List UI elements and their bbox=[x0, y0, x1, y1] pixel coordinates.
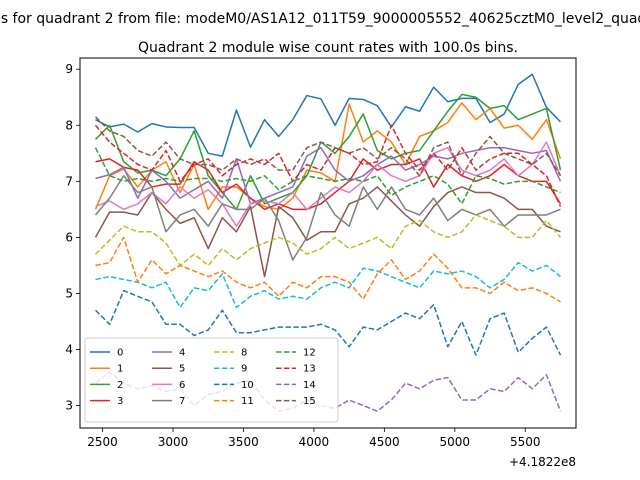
x-axis: 2500 3000 3500 4000 4500 5000 5500 bbox=[87, 428, 541, 449]
series-line-1 bbox=[94, 102, 562, 211]
legend-label-7: 7 bbox=[179, 396, 185, 407]
legend-label-5: 5 bbox=[179, 364, 185, 375]
legend-label-2: 2 bbox=[117, 380, 123, 391]
x-tick-label: 3500 bbox=[228, 435, 259, 449]
chart-title: Quadrant 2 module wise count rates with … bbox=[138, 40, 518, 56]
y-axis: 3 4 5 6 7 8 9 bbox=[65, 62, 80, 413]
series-line-15 bbox=[94, 116, 562, 177]
axes-frame bbox=[79, 57, 577, 429]
series-line-8 bbox=[94, 214, 562, 267]
legend-label-10: 10 bbox=[241, 380, 254, 391]
legend-label-12: 12 bbox=[303, 348, 316, 359]
series-line-12 bbox=[94, 147, 561, 205]
y-tick-label: 5 bbox=[65, 286, 73, 300]
legend-label-6: 6 bbox=[179, 380, 185, 391]
legend-label-13: 13 bbox=[303, 364, 316, 375]
series-line-9 bbox=[95, 261, 561, 309]
series-line-10 bbox=[94, 289, 562, 356]
legend-label-15: 15 bbox=[303, 396, 316, 407]
legend-label-1: 1 bbox=[117, 364, 123, 375]
y-tick-label: 7 bbox=[65, 174, 73, 188]
x-tick-label: 4500 bbox=[369, 435, 400, 449]
series-line-13 bbox=[94, 124, 562, 207]
series-line-7 bbox=[94, 174, 561, 261]
x-tick-label: 2500 bbox=[87, 435, 118, 449]
legend-label-9: 9 bbox=[241, 364, 247, 375]
legend-label-4: 4 bbox=[179, 348, 185, 359]
y-tick-label: 9 bbox=[65, 62, 73, 76]
series-line-3 bbox=[95, 158, 562, 211]
series-line-5 bbox=[94, 186, 561, 278]
series-line-6 bbox=[95, 141, 562, 227]
y-tick-label: 6 bbox=[65, 230, 73, 244]
x-tick-label: 4000 bbox=[299, 435, 330, 449]
series-line-0 bbox=[95, 73, 562, 157]
legend-label-0: 0 bbox=[117, 348, 123, 359]
y-tick-label: 8 bbox=[65, 118, 73, 132]
series-line-4 bbox=[95, 146, 562, 205]
y-tick-label: 3 bbox=[65, 399, 73, 413]
x-tick-label: 5500 bbox=[510, 435, 541, 449]
legend-label-3: 3 bbox=[117, 396, 123, 407]
x-tick-label: 3000 bbox=[158, 435, 189, 449]
y-tick-label: 4 bbox=[65, 343, 73, 357]
x-tick-label: 5000 bbox=[440, 435, 471, 449]
figure-suptitle: Light curves for quadrant 2 from file: m… bbox=[0, 11, 640, 27]
legend-label-14: 14 bbox=[303, 380, 316, 391]
legend-label-11: 11 bbox=[241, 396, 254, 407]
series-line-11 bbox=[95, 236, 561, 303]
legend-box bbox=[84, 337, 339, 423]
x-axis-offset-label: +4.1822e8 bbox=[509, 455, 576, 469]
legend-label-8: 8 bbox=[241, 348, 247, 359]
